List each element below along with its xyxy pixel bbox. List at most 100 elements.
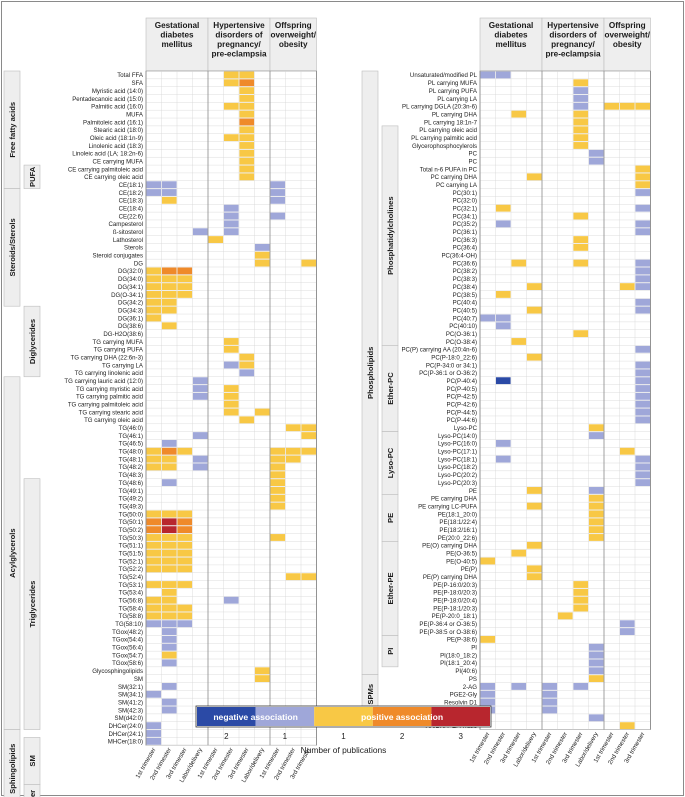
row-label: PC(35:2) (453, 221, 477, 228)
heatmap-cell (177, 549, 193, 557)
column-group-label: Gestational (489, 21, 534, 30)
row-label: PE(P-18:1/20:3) (433, 605, 477, 612)
heatmap-cell (635, 275, 651, 283)
row-category-band (23, 478, 41, 730)
heatmap-cell (526, 541, 542, 549)
row-label: PC(38:3) (453, 276, 477, 283)
heatmap-cell (635, 416, 651, 424)
row-label: PE(P-16:0/20:3) (433, 582, 477, 589)
row-label: PC(P) carrying AA (20:4n-6) (401, 347, 477, 354)
row-label: PE(P-36:4 or O-36:5) (419, 621, 477, 628)
heatmap-cell (161, 549, 177, 557)
heatmap-cell (146, 510, 162, 518)
legend-axis-label: Number of publications (301, 745, 387, 755)
heatmap-cell (270, 502, 286, 510)
heatmap-cell (223, 392, 239, 400)
row-category-label: Sphingolipids (8, 744, 17, 794)
heatmap-cell (573, 142, 589, 149)
heatmap-cell (192, 455, 208, 463)
heatmap-cell (161, 565, 177, 573)
row-category-label: Phosphatidylcholines (386, 196, 395, 274)
row-category-band (23, 164, 41, 189)
heatmap-cell (588, 510, 604, 518)
row-label: DG(O-34:1) (111, 292, 143, 299)
row-label: Sterols (124, 245, 143, 252)
heatmap-cell (161, 181, 177, 189)
heatmap-cell (511, 549, 527, 557)
row-label: PE(O-36:5) (446, 550, 477, 557)
heatmap-cell (223, 212, 239, 220)
heatmap-cell (239, 353, 255, 361)
heatmap-cell (239, 87, 255, 95)
row-label: TG(48:2) (119, 464, 143, 471)
heatmap-cell (161, 534, 177, 541)
heatmap-cell (635, 306, 651, 314)
heatmap-cell (588, 714, 604, 722)
row-label: CE carrying oleic acid (84, 174, 143, 181)
heatmap-cell (635, 189, 651, 196)
heatmap-cell (619, 102, 635, 110)
heatmap-cell (161, 581, 177, 588)
heatmap-cell (573, 604, 589, 612)
heatmap-cell (573, 118, 589, 126)
legend-color-segment (431, 707, 490, 726)
heatmap-cell (619, 628, 635, 635)
column-group-label: mellitus (162, 40, 193, 49)
heatmap-cell (542, 706, 558, 714)
row-label: PC(P-40:5) (447, 386, 477, 393)
row-label: Unsaturated/modified PL (410, 72, 478, 79)
row-label: PE(P-18:0/20:4) (433, 598, 477, 605)
heatmap-cell (635, 204, 651, 212)
heatmap-cell (573, 110, 589, 118)
row-label: PL carrying DGLA (20:3n-6) (402, 104, 477, 111)
heatmap-cell (239, 110, 255, 118)
heatmap-cell (588, 157, 604, 165)
heatmap-cell (588, 487, 604, 494)
heatmap-cell (254, 675, 270, 683)
heatmap-cell (146, 730, 162, 737)
row-label: TG(48:6) (119, 480, 143, 487)
heatmap-cell (270, 181, 286, 189)
heatmap-cell (495, 204, 511, 212)
heatmap-cell (239, 173, 255, 181)
row-label: Glycosphingolipids (92, 668, 143, 675)
row-label: TG carrying DHA (22:6n-3) (71, 354, 143, 361)
row-label: Total FFA (117, 72, 144, 79)
row-label: Lyso-PC(17:1) (438, 449, 477, 456)
row-category-label: PE (386, 513, 395, 523)
row-label: Palmitoleic acid (16:1) (83, 119, 143, 126)
heatmap-cell (146, 690, 162, 698)
row-label: TG(56:8) (119, 598, 143, 605)
column-group-label: obesity (279, 40, 308, 49)
heatmap-cell (161, 189, 177, 196)
heatmap-cell (588, 518, 604, 526)
heatmap-cell (239, 118, 255, 126)
row-label: TG carrying myristic acid (76, 386, 143, 393)
heatmap-cell (495, 439, 511, 447)
row-category-band (381, 635, 399, 668)
row-label: PI (471, 645, 477, 652)
row-label: PE(O-40:5) (446, 558, 477, 565)
column-group-header-bg (479, 17, 543, 72)
column-group-label: obesity (613, 40, 642, 49)
heatmap-cell (239, 361, 255, 369)
row-label: SM(34:1) (118, 692, 143, 699)
heatmap-cell (635, 463, 651, 471)
heatmap-cell (301, 424, 317, 432)
heatmap-cell (223, 204, 239, 212)
row-label: DG-H2O(38:6) (103, 331, 143, 338)
row-category-label: Phospholipids (366, 347, 375, 399)
row-label: PL carrying PUFA (429, 88, 478, 95)
heatmap-cell (270, 189, 286, 196)
heatmap-cell (573, 95, 589, 102)
heatmap-cell (161, 541, 177, 549)
heatmap-cell (635, 102, 651, 110)
row-label: Lathosterol (113, 237, 143, 244)
heatmap-cell (223, 345, 239, 353)
row-label: DG(38:6) (118, 323, 143, 330)
row-label: PC(32:1) (453, 206, 477, 213)
heatmap-cell (146, 541, 162, 549)
column-group-header-bg (145, 17, 209, 72)
heatmap-cell (223, 385, 239, 392)
